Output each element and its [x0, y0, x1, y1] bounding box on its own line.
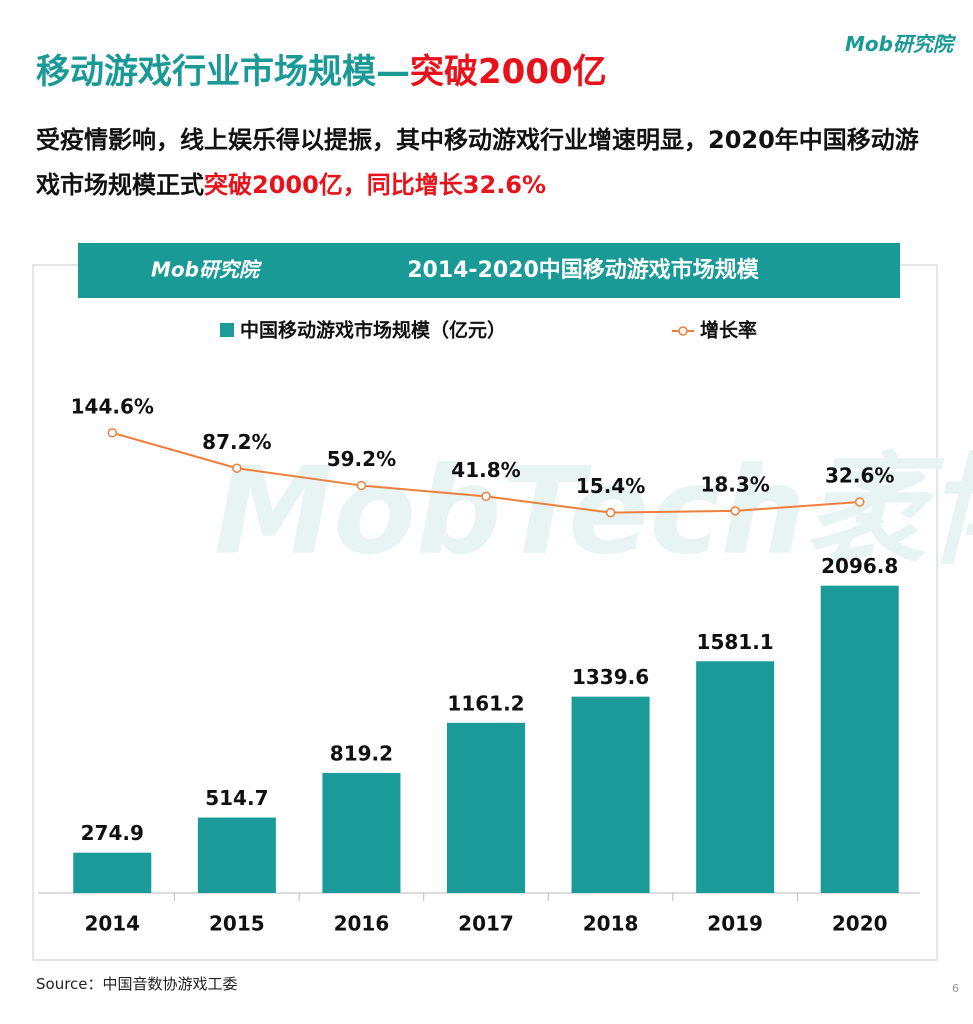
line-label: 59.2% — [327, 447, 396, 471]
bar — [322, 772, 401, 893]
x-tick-label: 2014 — [84, 912, 140, 936]
title-text: 移动游戏行业市场规模— — [36, 52, 410, 92]
bar — [571, 696, 650, 893]
bar — [447, 722, 525, 893]
line-point — [605, 507, 616, 518]
bar-label: 1339.6 — [572, 665, 649, 689]
line-label: 41.8% — [451, 458, 520, 482]
logo: Mob研究院 — [845, 32, 953, 56]
line-label: 18.3% — [700, 472, 769, 496]
x-tick-label: 2020 — [832, 912, 888, 936]
line-label: 87.2% — [202, 430, 271, 454]
line-point — [854, 497, 865, 507]
bar-label: 1581.1 — [697, 630, 774, 654]
subtitle: 受疫情影响，线上娱乐得以提振，其中移动游戏行业增速明显，2020年中国移动游戏市… — [36, 118, 936, 208]
line-label: 144.6% — [71, 394, 154, 418]
x-tick-label: 2018 — [583, 912, 639, 936]
chart-title: 2014-2020中国移动游戏市场规模 — [407, 257, 760, 283]
bar-label: 819.2 — [330, 741, 393, 765]
legend-label: 中国移动游戏市场规模（亿元） — [240, 319, 506, 342]
bar-label: 514.7 — [205, 786, 268, 810]
x-tick-label: 2015 — [209, 912, 265, 936]
watermark: MobTech袤博 — [214, 443, 973, 582]
source: Source：中国音数协游戏工委 — [36, 975, 238, 993]
bar — [820, 585, 899, 893]
bar-label: 2096.8 — [821, 554, 898, 578]
bar — [73, 852, 152, 893]
subtitle-text: 受疫情影响，线上娱乐得以提振，其中移动游戏行业增速明显，2020年中国移动游戏市… — [36, 126, 919, 199]
legend-swatch — [220, 323, 234, 337]
x-tick-label: 2019 — [707, 912, 763, 936]
line-point — [232, 463, 242, 474]
subtitle-highlight: 突破2000亿，同比增长32.6% — [204, 171, 547, 199]
bar — [696, 661, 775, 893]
page-number: 6 — [952, 982, 959, 995]
line-point — [356, 480, 367, 491]
title-highlight: 突破2000亿 — [410, 52, 607, 92]
line-point — [107, 428, 118, 438]
x-tick-label: 2017 — [458, 912, 514, 936]
line-label: 32.6% — [825, 464, 894, 488]
line-point — [481, 491, 491, 502]
bar — [197, 817, 276, 893]
bar-label: 1161.2 — [447, 691, 524, 715]
legend-swatch — [678, 326, 688, 336]
banner-logo: Mob研究院 — [151, 258, 263, 282]
legend-label: 增长率 — [700, 319, 757, 342]
slide-title: 移动游戏行业市场规模—突破2000亿 — [36, 44, 607, 93]
line-label: 15.4% — [576, 474, 645, 498]
line-point — [730, 506, 740, 516]
chart-banner — [78, 243, 900, 298]
x-tick-label: 2016 — [334, 912, 390, 936]
bar-label: 274.9 — [81, 821, 144, 845]
